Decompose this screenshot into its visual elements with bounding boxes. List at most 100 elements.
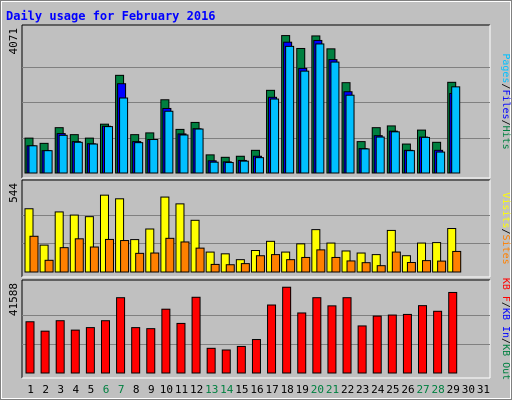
x-tick-label: 30	[462, 383, 475, 396]
kbin-bar	[161, 308, 171, 374]
visits-bar	[160, 196, 170, 273]
visits-bar	[39, 244, 49, 273]
hits-panel-legend-files: Files	[500, 89, 511, 119]
kbin-bar	[100, 320, 110, 374]
sites-bar	[225, 264, 235, 273]
x-tick-label: 20	[311, 383, 324, 396]
x-tick-label: 3	[57, 383, 64, 396]
sites-bar	[452, 250, 462, 273]
sites-bar	[135, 252, 145, 273]
kbin-bar	[372, 315, 382, 374]
visits-bar	[205, 251, 215, 273]
sites-bar	[210, 263, 220, 273]
pages-bar	[43, 150, 53, 174]
pages-bar	[375, 136, 385, 174]
hits-panel-legend-pages: Pages	[500, 53, 511, 83]
pages-bar	[224, 162, 234, 174]
visits-bar	[54, 211, 64, 273]
hits-panel-legend-hits: Hits	[500, 126, 511, 150]
sites-bar	[271, 254, 281, 273]
pages-bar	[73, 141, 83, 174]
kbin-panel-legend: KB F/KB In/KB Out	[500, 278, 511, 380]
visits-bar	[417, 242, 427, 273]
pages-bar	[149, 139, 159, 174]
sites-bar	[316, 249, 326, 273]
x-tick-label: 17	[265, 383, 278, 396]
kbin-bar	[55, 320, 65, 374]
x-tick-label: 25	[386, 383, 399, 396]
x-tick-label: 7	[118, 383, 125, 396]
x-tick-label: 12	[190, 383, 203, 396]
pages-bar	[239, 160, 249, 174]
pages-bar	[436, 151, 446, 174]
kbin-bar	[70, 329, 80, 374]
sites-bar	[406, 262, 416, 273]
visits-panel-legend-visits: Visits	[500, 192, 511, 228]
pages-bar	[88, 143, 98, 174]
x-tick-label: 21	[326, 383, 339, 396]
kbin-bar	[191, 296, 201, 374]
pages-bar	[405, 150, 415, 174]
sites-bar	[331, 256, 341, 273]
kbin-bar	[176, 322, 186, 374]
visits-bar	[432, 242, 442, 273]
pages-bar	[360, 148, 370, 174]
kbin-bar	[433, 310, 443, 374]
kbin-panel-legend-separator: /	[500, 302, 511, 308]
pages-bar	[28, 145, 38, 174]
pages-bar	[119, 97, 129, 174]
kbin-panel-legend-kb-in: KB In	[500, 308, 511, 338]
pages-bar	[270, 98, 280, 174]
hits-panel-ymax-label: 4071	[7, 28, 20, 55]
visits-bar	[175, 203, 185, 273]
visits-bar	[447, 228, 457, 273]
kbin-bar	[402, 313, 412, 374]
x-tick-label: 5	[88, 383, 95, 396]
pages-bar	[103, 126, 113, 174]
sites-bar	[437, 260, 447, 273]
pages-bar	[315, 43, 325, 174]
x-tick-label: 9	[148, 383, 155, 396]
visits-bar	[99, 194, 109, 273]
sites-bar	[255, 255, 265, 273]
visits-panel-legend-separator: /	[500, 228, 511, 234]
sites-bar	[422, 260, 432, 273]
sites-bar	[29, 235, 39, 273]
kbin-bar	[236, 345, 246, 374]
x-tick-label: 27	[416, 383, 429, 396]
x-tick-label: 4	[73, 383, 80, 396]
kbin-bar	[251, 339, 261, 374]
sites-bar	[89, 246, 99, 273]
x-tick-label: 24	[371, 383, 385, 396]
x-tick-label: 18	[281, 383, 294, 396]
pages-bar	[345, 94, 355, 174]
kbin-panel-legend-kb-f: KB F	[500, 278, 511, 302]
pages-bar	[300, 70, 310, 174]
sites-bar	[391, 251, 401, 273]
visits-panel-legend: Visits/Sites	[500, 192, 511, 264]
pages-bar	[209, 161, 219, 174]
kbin-bar	[85, 327, 95, 374]
pages-bar	[421, 136, 431, 174]
sites-bar	[74, 238, 84, 273]
kbin-bar	[131, 327, 141, 374]
kbin-bar	[448, 291, 458, 374]
pages-bar	[451, 86, 461, 174]
sites-bar	[165, 237, 175, 273]
sites-bar	[301, 256, 311, 273]
sites-bar	[120, 240, 130, 273]
x-tick-label: 31	[477, 383, 490, 396]
kbin-bar	[327, 305, 337, 374]
x-tick-label: 8	[133, 383, 140, 396]
chart-title: Daily usage for February 2016	[6, 9, 216, 23]
sites-bar	[44, 259, 54, 273]
kbin-bar	[40, 330, 50, 374]
kbin-bar	[206, 347, 216, 374]
sites-bar	[376, 265, 386, 273]
hits-panel-legend: Pages/Files/Hits	[500, 53, 511, 149]
kbin-bar	[221, 349, 231, 374]
visits-bar	[115, 198, 125, 273]
kbin-bar	[297, 312, 307, 374]
pages-bar	[285, 45, 295, 174]
visits-panel-ymax-label: 544	[7, 183, 20, 203]
